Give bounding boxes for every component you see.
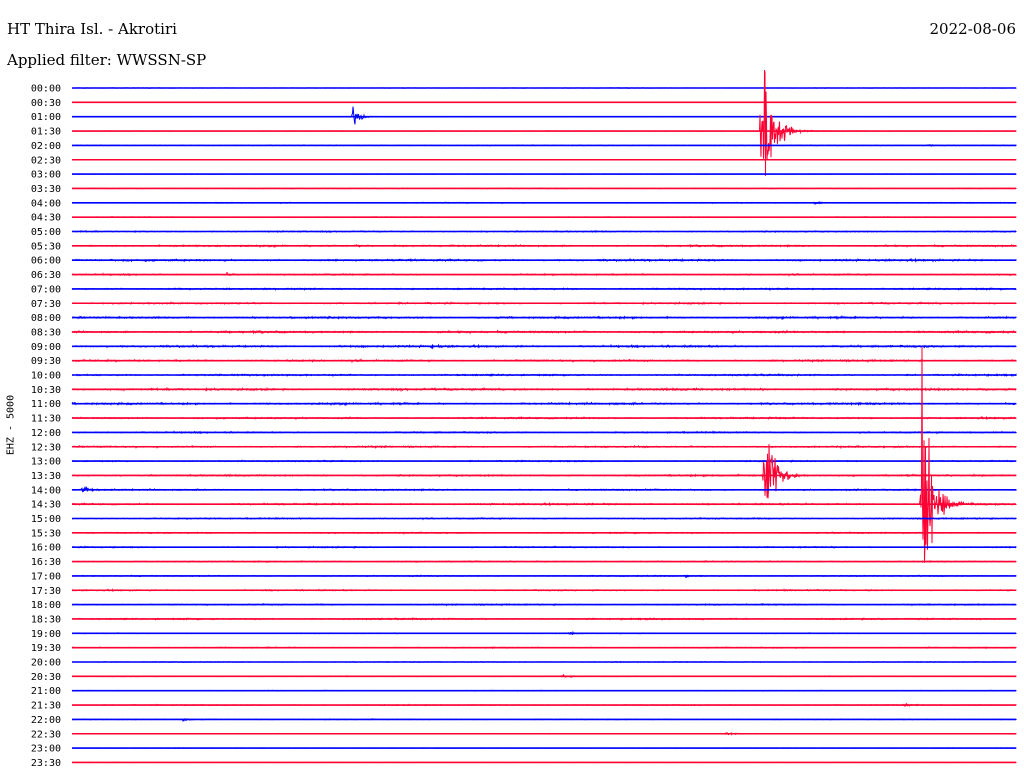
time-label: 12:30 xyxy=(31,442,61,453)
time-label: 10:30 xyxy=(31,385,61,396)
time-label: 18:00 xyxy=(31,600,61,611)
time-label: 18:30 xyxy=(31,614,61,625)
time-label: 17:30 xyxy=(31,586,61,597)
time-label: 07:00 xyxy=(31,284,61,295)
time-label: 01:30 xyxy=(31,127,61,138)
time-label: 22:30 xyxy=(31,729,61,740)
time-label: 10:00 xyxy=(31,371,61,382)
time-label: 21:30 xyxy=(31,701,61,712)
time-labels-group: 00:00 00:30 01:00 01:30 02:00 02:30 03:00 03:30… xyxy=(31,84,61,769)
time-label: 08:00 xyxy=(31,313,61,324)
time-label: 11:00 xyxy=(31,399,61,410)
time-label: 04:30 xyxy=(31,213,61,224)
time-label: 21:00 xyxy=(31,686,61,697)
time-label: 05:30 xyxy=(31,241,61,252)
time-label: 02:00 xyxy=(31,141,61,152)
time-label: 19:00 xyxy=(31,629,61,640)
time-label: 06:00 xyxy=(31,256,61,267)
time-label: 11:30 xyxy=(31,414,61,425)
station-title: HT Thira Isl. - Akrotiri xyxy=(7,20,177,38)
time-label: 13:00 xyxy=(31,457,61,468)
time-label: 16:30 xyxy=(31,557,61,568)
time-label: 03:00 xyxy=(31,170,61,181)
time-label: 14:30 xyxy=(31,500,61,511)
time-label: 23:30 xyxy=(31,758,61,769)
time-label: 20:30 xyxy=(31,672,61,683)
time-label: 00:30 xyxy=(31,98,61,109)
filter-label: Applied filter: WWSSN-SP xyxy=(7,51,207,69)
traces-group xyxy=(71,69,1017,764)
time-label: 14:00 xyxy=(31,485,61,496)
time-label: 23:00 xyxy=(31,744,61,755)
time-label: 04:00 xyxy=(31,198,61,209)
time-label: 20:00 xyxy=(31,658,61,669)
time-label: 19:30 xyxy=(31,643,61,654)
time-label: 08:30 xyxy=(31,327,61,338)
time-label: 00:00 xyxy=(31,84,61,95)
time-label: 15:30 xyxy=(31,528,61,539)
time-label: 22:00 xyxy=(31,715,61,726)
time-label: 01:00 xyxy=(31,112,61,123)
trace-line xyxy=(71,347,1017,563)
time-label: 12:00 xyxy=(31,428,61,439)
time-label: 03:30 xyxy=(31,184,61,195)
time-label: 13:30 xyxy=(31,471,61,482)
time-label: 15:00 xyxy=(31,514,61,525)
date-label: 2022-08-06 xyxy=(929,20,1016,38)
time-label: 06:30 xyxy=(31,270,61,281)
trace-line xyxy=(71,106,1017,125)
time-label: 17:00 xyxy=(31,571,61,582)
time-label: 09:00 xyxy=(31,342,61,353)
time-label: 05:00 xyxy=(31,227,61,238)
time-label: 09:30 xyxy=(31,356,61,367)
time-label: 07:30 xyxy=(31,299,61,310)
time-label: 16:00 xyxy=(31,543,61,554)
time-label: 02:30 xyxy=(31,155,61,166)
